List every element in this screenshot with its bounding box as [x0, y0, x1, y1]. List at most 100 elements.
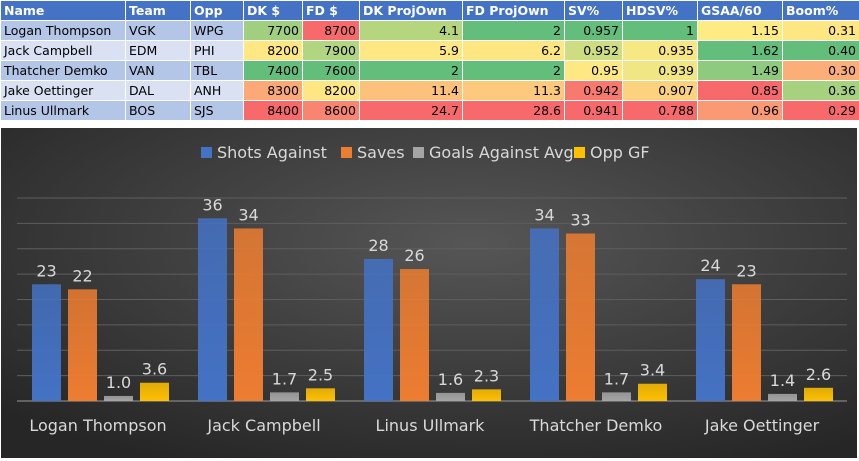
- bar: [198, 218, 227, 401]
- table-cell[interactable]: 8400: [243, 100, 303, 121]
- data-label: 34: [534, 205, 554, 224]
- column-header[interactable]: HDSV%: [622, 0, 698, 21]
- table-cell[interactable]: 0.957: [564, 20, 623, 41]
- legend-swatch: [201, 147, 212, 158]
- table-cell[interactable]: 11.4: [359, 80, 463, 101]
- table-cell[interactable]: DAL: [125, 80, 191, 101]
- table-cell[interactable]: 2: [462, 60, 565, 81]
- table-row: Jake Oettinger DAL ANH 8300 8200 11.4 11.3 0.94…: [0, 80, 859, 101]
- table-cell[interactable]: 1: [622, 20, 698, 41]
- table-cell[interactable]: BOS: [125, 100, 191, 121]
- table-cell[interactable]: TBL: [190, 60, 244, 81]
- table-cell[interactable]: 0.942: [564, 80, 623, 101]
- table-cell[interactable]: 0.907: [622, 80, 698, 101]
- table-cell[interactable]: 24.7: [359, 100, 463, 121]
- table-cell[interactable]: Jack Campbell: [0, 40, 126, 61]
- column-header[interactable]: SV%: [564, 0, 623, 21]
- goalie-bar-chart: Shots Against Saves Goals Against Avg Opp G…: [1, 128, 857, 458]
- table-cell[interactable]: 0.31: [782, 20, 859, 41]
- bar: [602, 392, 631, 401]
- bar: [638, 383, 667, 401]
- data-label: 3.6: [142, 360, 167, 379]
- table-row: Linus Ullmark BOS SJS 8400 8600 24.7 28.6 0.941…: [0, 100, 859, 121]
- table-cell[interactable]: 0.788: [622, 100, 698, 121]
- legend-swatch: [341, 147, 352, 158]
- table-cell[interactable]: 0.939: [622, 60, 698, 81]
- table-cell[interactable]: 8300: [243, 80, 303, 101]
- table-cell[interactable]: 4.1: [359, 20, 463, 41]
- category-label: Jake Oettinger: [704, 416, 820, 435]
- column-header[interactable]: Boom%: [782, 0, 859, 21]
- table-cell[interactable]: 0.935: [622, 40, 698, 61]
- data-label: 1.4: [770, 371, 795, 390]
- column-header[interactable]: Opp: [190, 0, 244, 21]
- table-cell[interactable]: 7400: [243, 60, 303, 81]
- legend-label: Goals Against Avg: [429, 143, 574, 162]
- table-cell[interactable]: WPG: [190, 20, 244, 41]
- table-cell[interactable]: 0.36: [782, 80, 859, 101]
- goalie-stats-table: Name Team Opp DK $ FD $ DK ProjOwn FD ProjOwn S…: [0, 0, 859, 121]
- table-cell[interactable]: 1.49: [697, 60, 783, 81]
- table-cell[interactable]: 0.952: [564, 40, 623, 61]
- column-header[interactable]: Name: [0, 0, 126, 21]
- table-row: Logan Thompson VGK WPG 7700 8700 4.1 2 0.957 1 1.…: [0, 20, 859, 41]
- bar: [104, 395, 133, 401]
- table-cell[interactable]: 0.96: [697, 100, 783, 121]
- table-cell[interactable]: 8200: [243, 40, 303, 61]
- data-label: 2.5: [308, 365, 333, 384]
- table-cell[interactable]: EDM: [125, 40, 191, 61]
- table-cell[interactable]: PHI: [190, 40, 244, 61]
- table-cell[interactable]: VGK: [125, 20, 191, 41]
- table-cell[interactable]: 0.29: [782, 100, 859, 121]
- table-cell[interactable]: 2: [462, 20, 565, 41]
- table-cell[interactable]: Thatcher Demko: [0, 60, 126, 81]
- legend-swatch: [574, 147, 585, 158]
- bar: [696, 279, 725, 401]
- table-cell[interactable]: 8200: [302, 80, 360, 101]
- table-cell[interactable]: 6.2: [462, 40, 565, 61]
- data-label: 1.7: [272, 369, 297, 388]
- column-header[interactable]: DK $: [243, 0, 303, 21]
- table-cell[interactable]: 0.85: [697, 80, 783, 101]
- table-cell[interactable]: 0.941: [564, 100, 623, 121]
- data-label: 26: [404, 246, 424, 265]
- table-cell[interactable]: Logan Thompson: [0, 20, 126, 41]
- table-cell[interactable]: 11.3: [462, 80, 565, 101]
- legend-swatch: [413, 147, 424, 158]
- column-header[interactable]: FD $: [302, 0, 360, 21]
- table-cell[interactable]: 0.30: [782, 60, 859, 81]
- data-label: 36: [202, 195, 222, 214]
- column-header[interactable]: Team: [125, 0, 191, 21]
- table-cell[interactable]: Linus Ullmark: [0, 100, 126, 121]
- bar: [364, 258, 393, 401]
- table-cell[interactable]: 7900: [302, 40, 360, 61]
- table-cell[interactable]: VAN: [125, 60, 191, 81]
- data-label: 28: [368, 236, 388, 255]
- table-cell[interactable]: 1.15: [697, 20, 783, 41]
- data-label: 22: [72, 266, 92, 285]
- table-cell[interactable]: 5.9: [359, 40, 463, 61]
- bar: [400, 269, 429, 401]
- table-cell[interactable]: 28.6: [462, 100, 565, 121]
- table-cell[interactable]: 7700: [243, 20, 303, 41]
- bar: [140, 382, 169, 401]
- table-cell[interactable]: Jake Oettinger: [0, 80, 126, 101]
- category-label: Logan Thompson: [29, 416, 166, 435]
- data-label: 23: [736, 261, 756, 280]
- table-cell[interactable]: 8600: [302, 100, 360, 121]
- table-cell[interactable]: 1.62: [697, 40, 783, 61]
- column-header[interactable]: FD ProjOwn: [462, 0, 565, 21]
- column-header[interactable]: DK ProjOwn: [359, 0, 463, 21]
- table-cell[interactable]: SJS: [190, 100, 244, 121]
- table-cell[interactable]: 0.40: [782, 40, 859, 61]
- column-header[interactable]: GSAA/60: [697, 0, 783, 21]
- table-cell[interactable]: 7600: [302, 60, 360, 81]
- data-label: 33: [570, 211, 590, 230]
- bar: [768, 393, 797, 401]
- table-cell[interactable]: 8700: [302, 20, 360, 41]
- table-cell[interactable]: ANH: [190, 80, 244, 101]
- table-cell[interactable]: 0.95: [564, 60, 623, 81]
- data-label: 1.0: [106, 373, 131, 392]
- bar: [270, 392, 299, 401]
- table-cell[interactable]: 2: [359, 60, 463, 81]
